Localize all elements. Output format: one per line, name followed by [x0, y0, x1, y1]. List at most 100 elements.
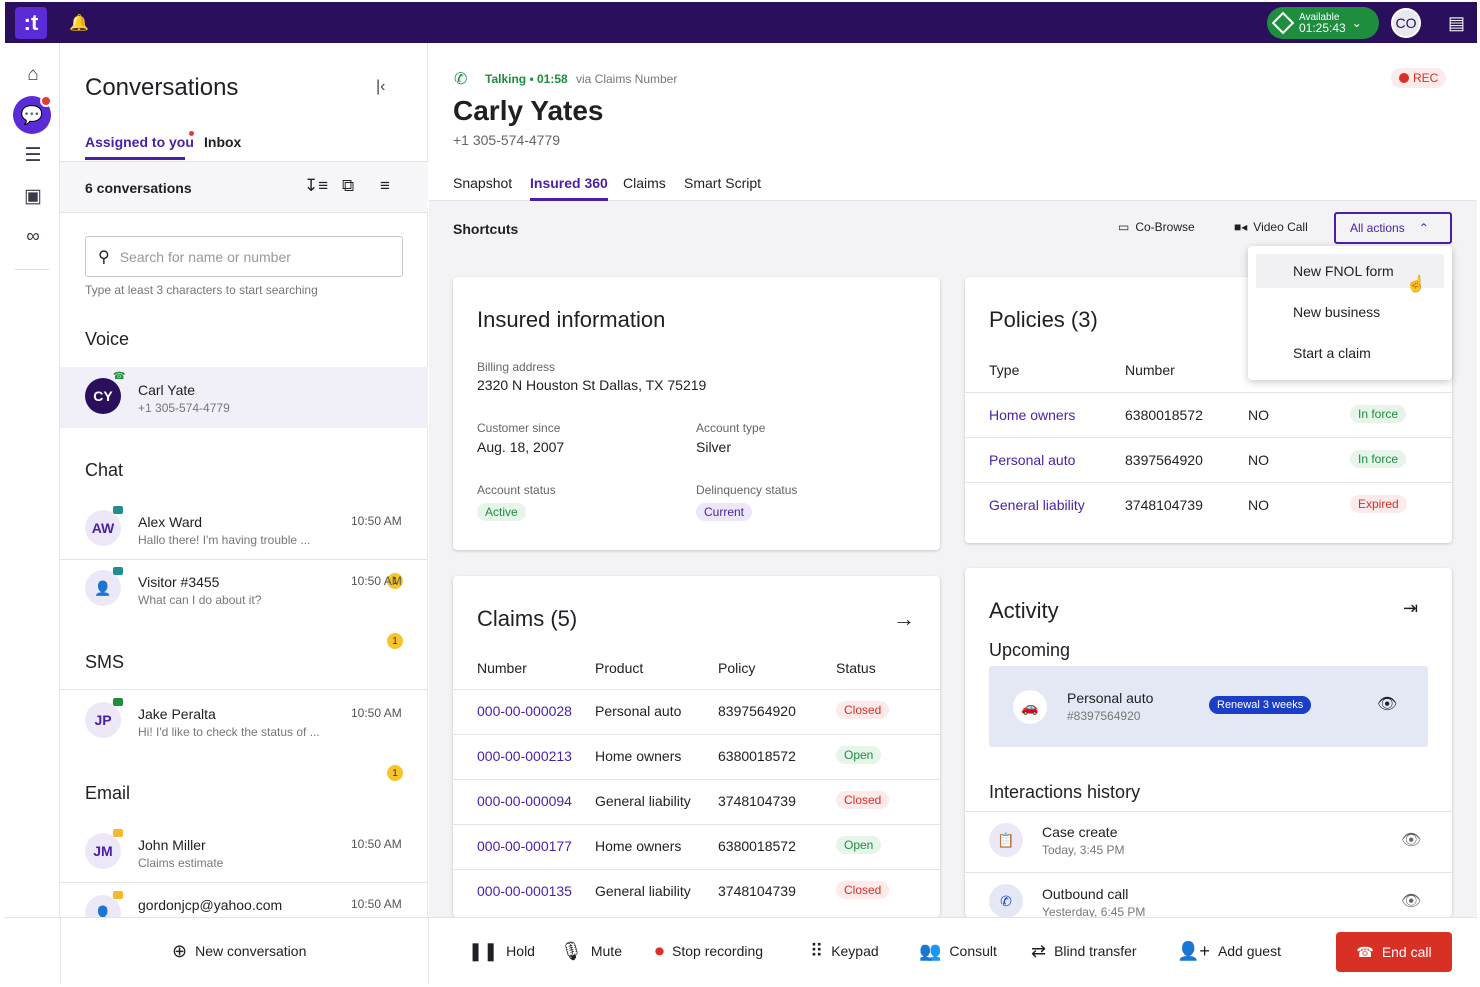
- conversations-panel: Conversations |‹ Assigned to you Inbox 6…: [60, 43, 428, 917]
- divider: [965, 872, 1452, 873]
- policy-type-link[interactable]: Personal auto: [989, 452, 1076, 468]
- eye-icon[interactable]: 👁: [1401, 893, 1422, 910]
- add-guest-button[interactable]: 👤+ Add guest: [1177, 918, 1281, 984]
- list-item[interactable]: JP Jake Peralta Hi! I'd like to check th…: [60, 690, 428, 781]
- collapse-icon[interactable]: |‹: [376, 78, 386, 95]
- timestamp: 10:50 AM: [351, 514, 402, 528]
- caller-name: Carly Yates: [453, 95, 604, 126]
- claim-product: Home owners: [595, 748, 682, 764]
- notification-bell-icon[interactable]: 🔔: [69, 15, 89, 32]
- status-badge: Closed: [836, 881, 890, 899]
- search-input[interactable]: ⚲ Search for name or number: [85, 236, 403, 277]
- video-call-button[interactable]: ■◂ Video Call: [1234, 220, 1308, 234]
- policy-type-link[interactable]: Home owners: [989, 407, 1076, 423]
- table-row[interactable]: 000-00-000094 General liability 37481047…: [453, 779, 940, 824]
- contact-name: Carl Yate: [138, 382, 196, 398]
- caller-phone: +1 305-574-4779: [453, 132, 561, 148]
- status-timer: 01:25:43: [1299, 20, 1346, 35]
- mute-button[interactable]: 🎙 Mute: [560, 918, 622, 984]
- list-item[interactable]: 👤 Visitor #3455 What can I do about it? …: [60, 559, 428, 649]
- person-avatar-icon: 👤: [85, 570, 121, 606]
- table-row[interactable]: 000-00-000135 General liability 37481047…: [453, 869, 940, 914]
- rec-label: REC: [1413, 71, 1439, 85]
- upcoming-sub: #8397564920: [1067, 709, 1141, 723]
- since-value: Aug. 18, 2007: [477, 439, 565, 455]
- stop-recording-button[interactable]: ⏺ Stop recording: [655, 918, 763, 984]
- tab-claims[interactable]: Claims: [623, 175, 666, 191]
- list-item[interactable]: 👤 gordonjcp@yahoo.com 10:50 AM: [60, 883, 428, 917]
- tab-inbox[interactable]: Inbox: [204, 134, 242, 150]
- sort-icon[interactable]: ↧≡: [304, 176, 329, 195]
- tab-assigned[interactable]: Assigned to you: [85, 134, 194, 150]
- table-row[interactable]: 000-00-000213 Home owners 6380018572 Ope…: [453, 734, 940, 779]
- unread-badge: 1: [387, 633, 403, 649]
- hold-button[interactable]: ❚❚ Hold: [468, 918, 535, 984]
- notification-dot: [40, 95, 52, 107]
- chat-icon: [113, 506, 123, 514]
- voicemail-icon[interactable]: ∞: [26, 226, 40, 247]
- hold-label: Hold: [506, 943, 535, 959]
- policy-type-link[interactable]: General liability: [989, 497, 1085, 513]
- arrow-right-icon[interactable]: →: [893, 606, 915, 631]
- claim-number-link[interactable]: 000-00-000135: [477, 883, 572, 899]
- list-item-voice-selected[interactable]: CY ☎ Carl Yate +1 305-574-4779: [60, 367, 428, 428]
- divider: [965, 811, 1452, 812]
- transfer-icon: ⇄: [1031, 940, 1047, 961]
- list-item[interactable]: JM John Miller Claims estimate 10:50 AM: [60, 821, 428, 882]
- home-icon[interactable]: ⌂: [27, 64, 39, 85]
- blind-transfer-button[interactable]: ⇄ Blind transfer: [1031, 918, 1137, 984]
- filter-icon[interactable]: ≡: [380, 176, 390, 195]
- call-header: ✆ Talking • 01:58 via Claims Number REC …: [429, 43, 1477, 201]
- tab-snapshot[interactable]: Snapshot: [453, 175, 513, 191]
- divider: [60, 882, 428, 883]
- avatar: JP: [85, 702, 121, 738]
- keypad-button[interactable]: ⠿ Keypad: [810, 918, 879, 984]
- table-row[interactable]: 000-00-000028 Personal auto 8397564920 C…: [453, 689, 940, 734]
- list-icon[interactable]: ☰: [24, 145, 42, 166]
- claim-policy: 3748104739: [718, 883, 796, 899]
- menu-item-new-fnol[interactable]: New FNOL form: [1256, 254, 1444, 288]
- new-conversation-button[interactable]: ⊕ New conversation: [172, 918, 306, 984]
- claim-policy: 6380018572: [718, 748, 796, 764]
- divider: [60, 559, 428, 560]
- tab-smart-script[interactable]: Smart Script: [684, 175, 762, 191]
- policy-flag: NO: [1248, 497, 1269, 513]
- history-name: Outbound call: [1042, 886, 1129, 902]
- menu-item-start-claim[interactable]: Start a claim: [1293, 345, 1371, 361]
- consult-icon: 👥: [919, 940, 942, 961]
- menu-item-new-business[interactable]: New business: [1293, 304, 1381, 320]
- status-badge: In force: [1350, 450, 1407, 468]
- availability-status[interactable]: Available 01:25:43 ⌄: [1267, 7, 1379, 39]
- all-actions-button[interactable]: All actions ⌃: [1334, 212, 1452, 244]
- claim-number-link[interactable]: 000-00-000094: [477, 793, 572, 809]
- account-type-label: Account type: [696, 421, 766, 435]
- claims-card: Claims (5) → Number Product Policy Statu…: [453, 576, 940, 917]
- user-avatar[interactable]: CO: [1391, 8, 1421, 38]
- all-actions-label: All actions: [1350, 221, 1405, 235]
- claim-number-link[interactable]: 000-00-000213: [477, 748, 572, 764]
- list-item[interactable]: AW Alex Ward Hallo there! I'm having tro…: [60, 498, 428, 589]
- card-title: Insured information: [477, 307, 666, 332]
- history-name: Case create: [1042, 824, 1118, 840]
- table-row[interactable]: 000-00-000177 Home owners 6380018572 Ope…: [453, 824, 940, 869]
- open-external-icon[interactable]: ⇥: [1403, 598, 1419, 618]
- claim-product: General liability: [595, 883, 691, 899]
- account-status-label: Account status: [477, 483, 556, 497]
- toolbar-bg: [60, 162, 428, 212]
- eye-icon[interactable]: 👁: [1401, 832, 1422, 849]
- select-icon[interactable]: ⧉: [342, 176, 355, 195]
- upcoming-item[interactable]: 🚗 Personal auto #8397564920 Renewal 3 we…: [989, 666, 1428, 747]
- tab-indicator: [85, 157, 185, 160]
- claim-number-link[interactable]: 000-00-000177: [477, 838, 572, 854]
- tab-unread-dot: [189, 131, 194, 136]
- side-panel-icon[interactable]: ▤: [1448, 13, 1466, 33]
- stop-recording-label: Stop recording: [672, 943, 764, 959]
- end-call-button[interactable]: ☎ End call: [1336, 932, 1452, 972]
- eye-icon[interactable]: 👁: [1377, 696, 1398, 713]
- contacts-icon[interactable]: ▣: [24, 186, 42, 207]
- tab-insured-360[interactable]: Insured 360: [530, 175, 608, 191]
- cobrowse-button[interactable]: ▭ Co-Browse: [1118, 220, 1195, 234]
- claim-product: Personal auto: [595, 703, 682, 719]
- claim-number-link[interactable]: 000-00-000028: [477, 703, 572, 719]
- consult-button[interactable]: 👥 Consult: [919, 918, 997, 984]
